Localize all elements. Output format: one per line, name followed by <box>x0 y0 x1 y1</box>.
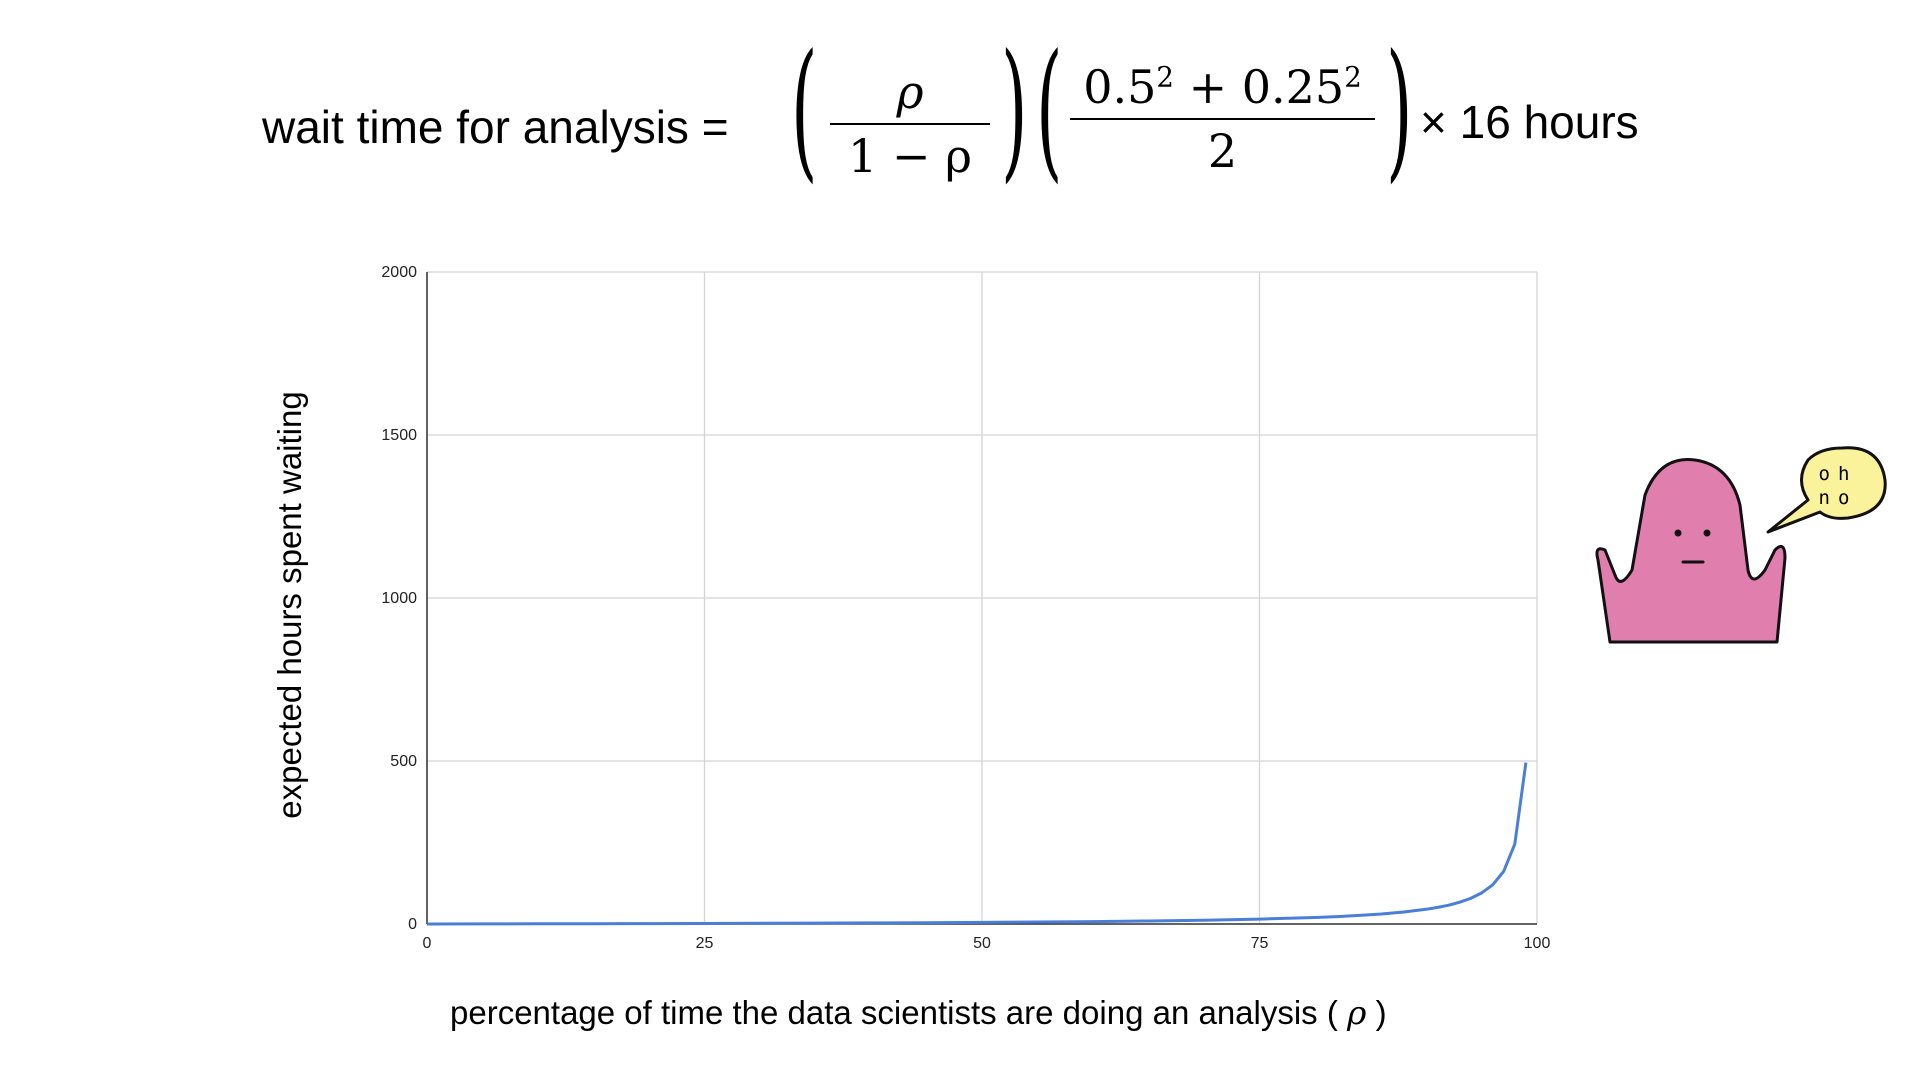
left-paren-1: ( <box>791 23 818 197</box>
y-tick-label-500: 500 <box>390 753 417 770</box>
fraction-rho-numerator: ρ <box>896 65 924 119</box>
x-tick-label-50: 50 <box>973 935 991 952</box>
plus-sign: + <box>1173 60 1242 114</box>
x-axis-label-close: ) <box>1366 994 1387 1031</box>
series-group <box>426 762 1528 926</box>
fraction-variance-numerator: 0.52 + 0.252 <box>1070 60 1375 114</box>
pink-blob-character <box>1595 446 1887 644</box>
fraction-bar <box>1070 118 1375 120</box>
blob-right-eye <box>1703 529 1711 537</box>
y-tick-label-2000: 2000 <box>381 264 417 281</box>
fraction-variance-denominator: 2 <box>1207 124 1238 178</box>
x-axis-label-symbol: ρ <box>1347 993 1367 1032</box>
left-paren-2: ( <box>1036 23 1063 197</box>
y-tick-label-0: 0 <box>408 916 417 933</box>
formula-lhs: wait time for analysis = <box>262 101 729 153</box>
speech-bubble-line-2: no <box>1818 487 1858 509</box>
speech-bubble-line-1: oh <box>1818 463 1858 485</box>
fraction-bar <box>830 123 990 125</box>
right-paren-2: ) <box>1386 23 1413 197</box>
fraction-variance: 0.52 + 0.252 2 <box>1070 60 1375 178</box>
blob-body <box>1595 457 1787 644</box>
term-a: 0.5 <box>1083 60 1157 114</box>
x-tick-label-75: 75 <box>1251 935 1269 952</box>
x-tick-label-0: 0 <box>423 935 432 952</box>
right-paren-1: ) <box>1001 23 1028 197</box>
exponent-a: 2 <box>1156 60 1174 94</box>
speech-bubble-text: oh no <box>1808 462 1868 510</box>
y-tick-label-1000: 1000 <box>381 590 417 607</box>
formula: wait time for analysis = ( ρ 1 − ρ ) ( 0… <box>0 0 1920 220</box>
x-axis-label: percentage of time the data scientists a… <box>450 993 1387 1032</box>
blob-left-eye <box>1674 529 1682 537</box>
x-axis-label-text: percentage of time the data scientists a… <box>450 994 1338 1031</box>
y-tick-label-1500: 1500 <box>381 427 417 444</box>
y-axis-label: expected hours spent waiting <box>271 391 308 819</box>
fraction-rho-denominator: 1 − ρ <box>847 129 973 183</box>
term-b: 0.25 <box>1241 60 1345 114</box>
exponent-b: 2 <box>1344 60 1362 94</box>
speech-bubble <box>1766 446 1887 534</box>
x-tick-label-25: 25 <box>696 935 714 952</box>
fraction-rho: ρ 1 − ρ <box>830 65 990 183</box>
grid <box>426 271 1538 925</box>
series-line-0 <box>426 762 1528 926</box>
formula-rhs: × 16 hours <box>1420 96 1639 148</box>
x-tick-label-100: 100 <box>1524 935 1551 952</box>
